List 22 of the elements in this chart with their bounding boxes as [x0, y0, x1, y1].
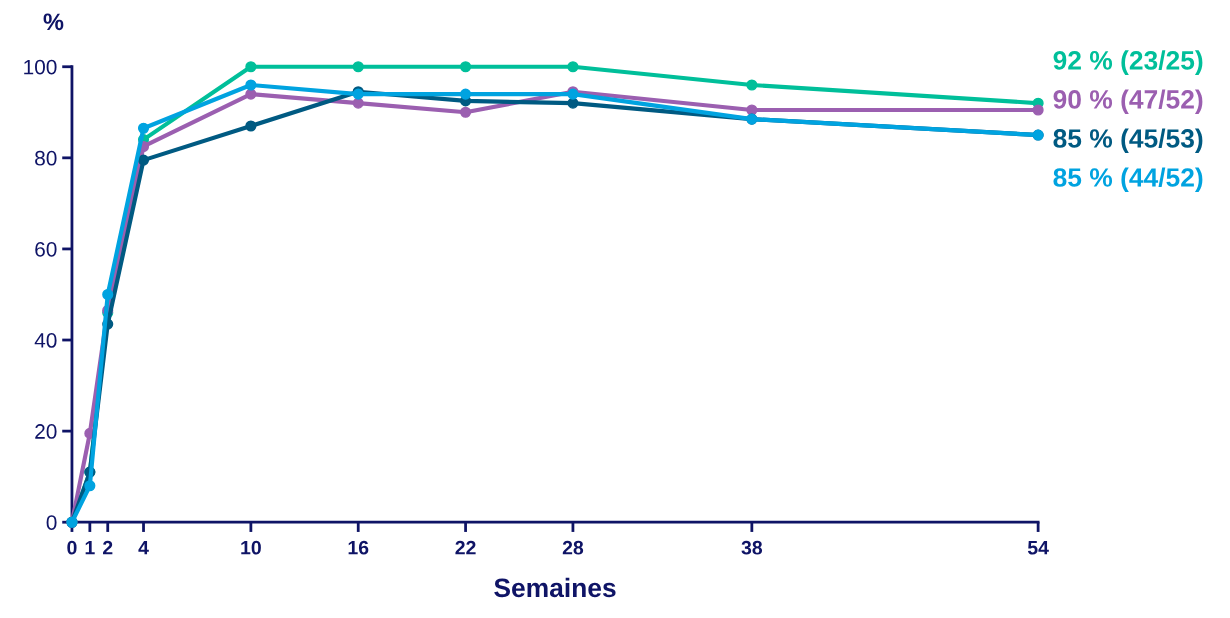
- x-tick-label: 28: [562, 540, 584, 555]
- x-tick-label: 2: [103, 540, 113, 555]
- x-tick-label: 1: [85, 540, 95, 555]
- y-tick-label: 60: [35, 241, 57, 257]
- series-label: 92 % (23/25): [1053, 50, 1203, 75]
- y-tick-label: 80: [35, 150, 57, 166]
- x-tick-label: 38: [741, 540, 763, 555]
- x-tick-label: 54: [1027, 540, 1049, 555]
- x-tick-label: 4: [138, 540, 149, 555]
- y-tick-label: 40: [34, 333, 57, 348]
- x-axis-title: Semaines: [494, 577, 616, 598]
- x-tick-label: 0: [67, 540, 77, 555]
- series-label: 85 % (44/52): [1053, 167, 1203, 193]
- y-tick-label: 0: [46, 515, 57, 530]
- series-label: 90 % (47/52): [1053, 89, 1203, 114]
- series-label: 85 % (45/53): [1053, 128, 1203, 154]
- y-tick-label: 100: [24, 59, 57, 75]
- y-axis-title: %: [43, 13, 64, 31]
- x-tick-label: 16: [348, 540, 369, 555]
- y-tick-label: 20: [35, 424, 57, 439]
- x-tick-label: 10: [241, 540, 261, 555]
- x-tick-label: 22: [455, 540, 476, 555]
